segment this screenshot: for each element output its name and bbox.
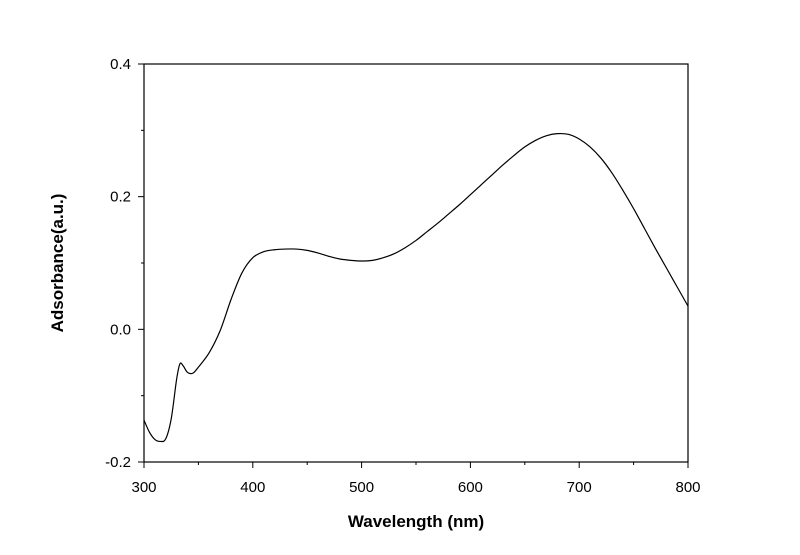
y-axis-title: Adsorbance(a.u.) [48,194,67,333]
y-tick-label: 0.2 [110,189,131,206]
y-axis-ticks: -0.2 0.0 0.2 0.4 [105,56,144,471]
x-axis-title: Wavelength (nm) [348,512,484,531]
x-tick-label: 300 [131,479,156,496]
y-tick-label: 0.0 [110,321,131,338]
series-group [143,132,689,443]
series-line [143,132,689,443]
x-tick-label: 400 [240,479,265,496]
x-axis-ticks: 300 400 500 600 700 800 [131,462,701,496]
y-tick-label: 0.4 [110,56,131,73]
plot-frame [143,63,689,463]
y-tick-label: -0.2 [105,454,131,471]
x-tick-label: 500 [349,479,374,496]
x-tick-label: 700 [567,479,592,496]
x-tick-label: 800 [675,479,700,496]
x-tick-label: 600 [458,479,483,496]
